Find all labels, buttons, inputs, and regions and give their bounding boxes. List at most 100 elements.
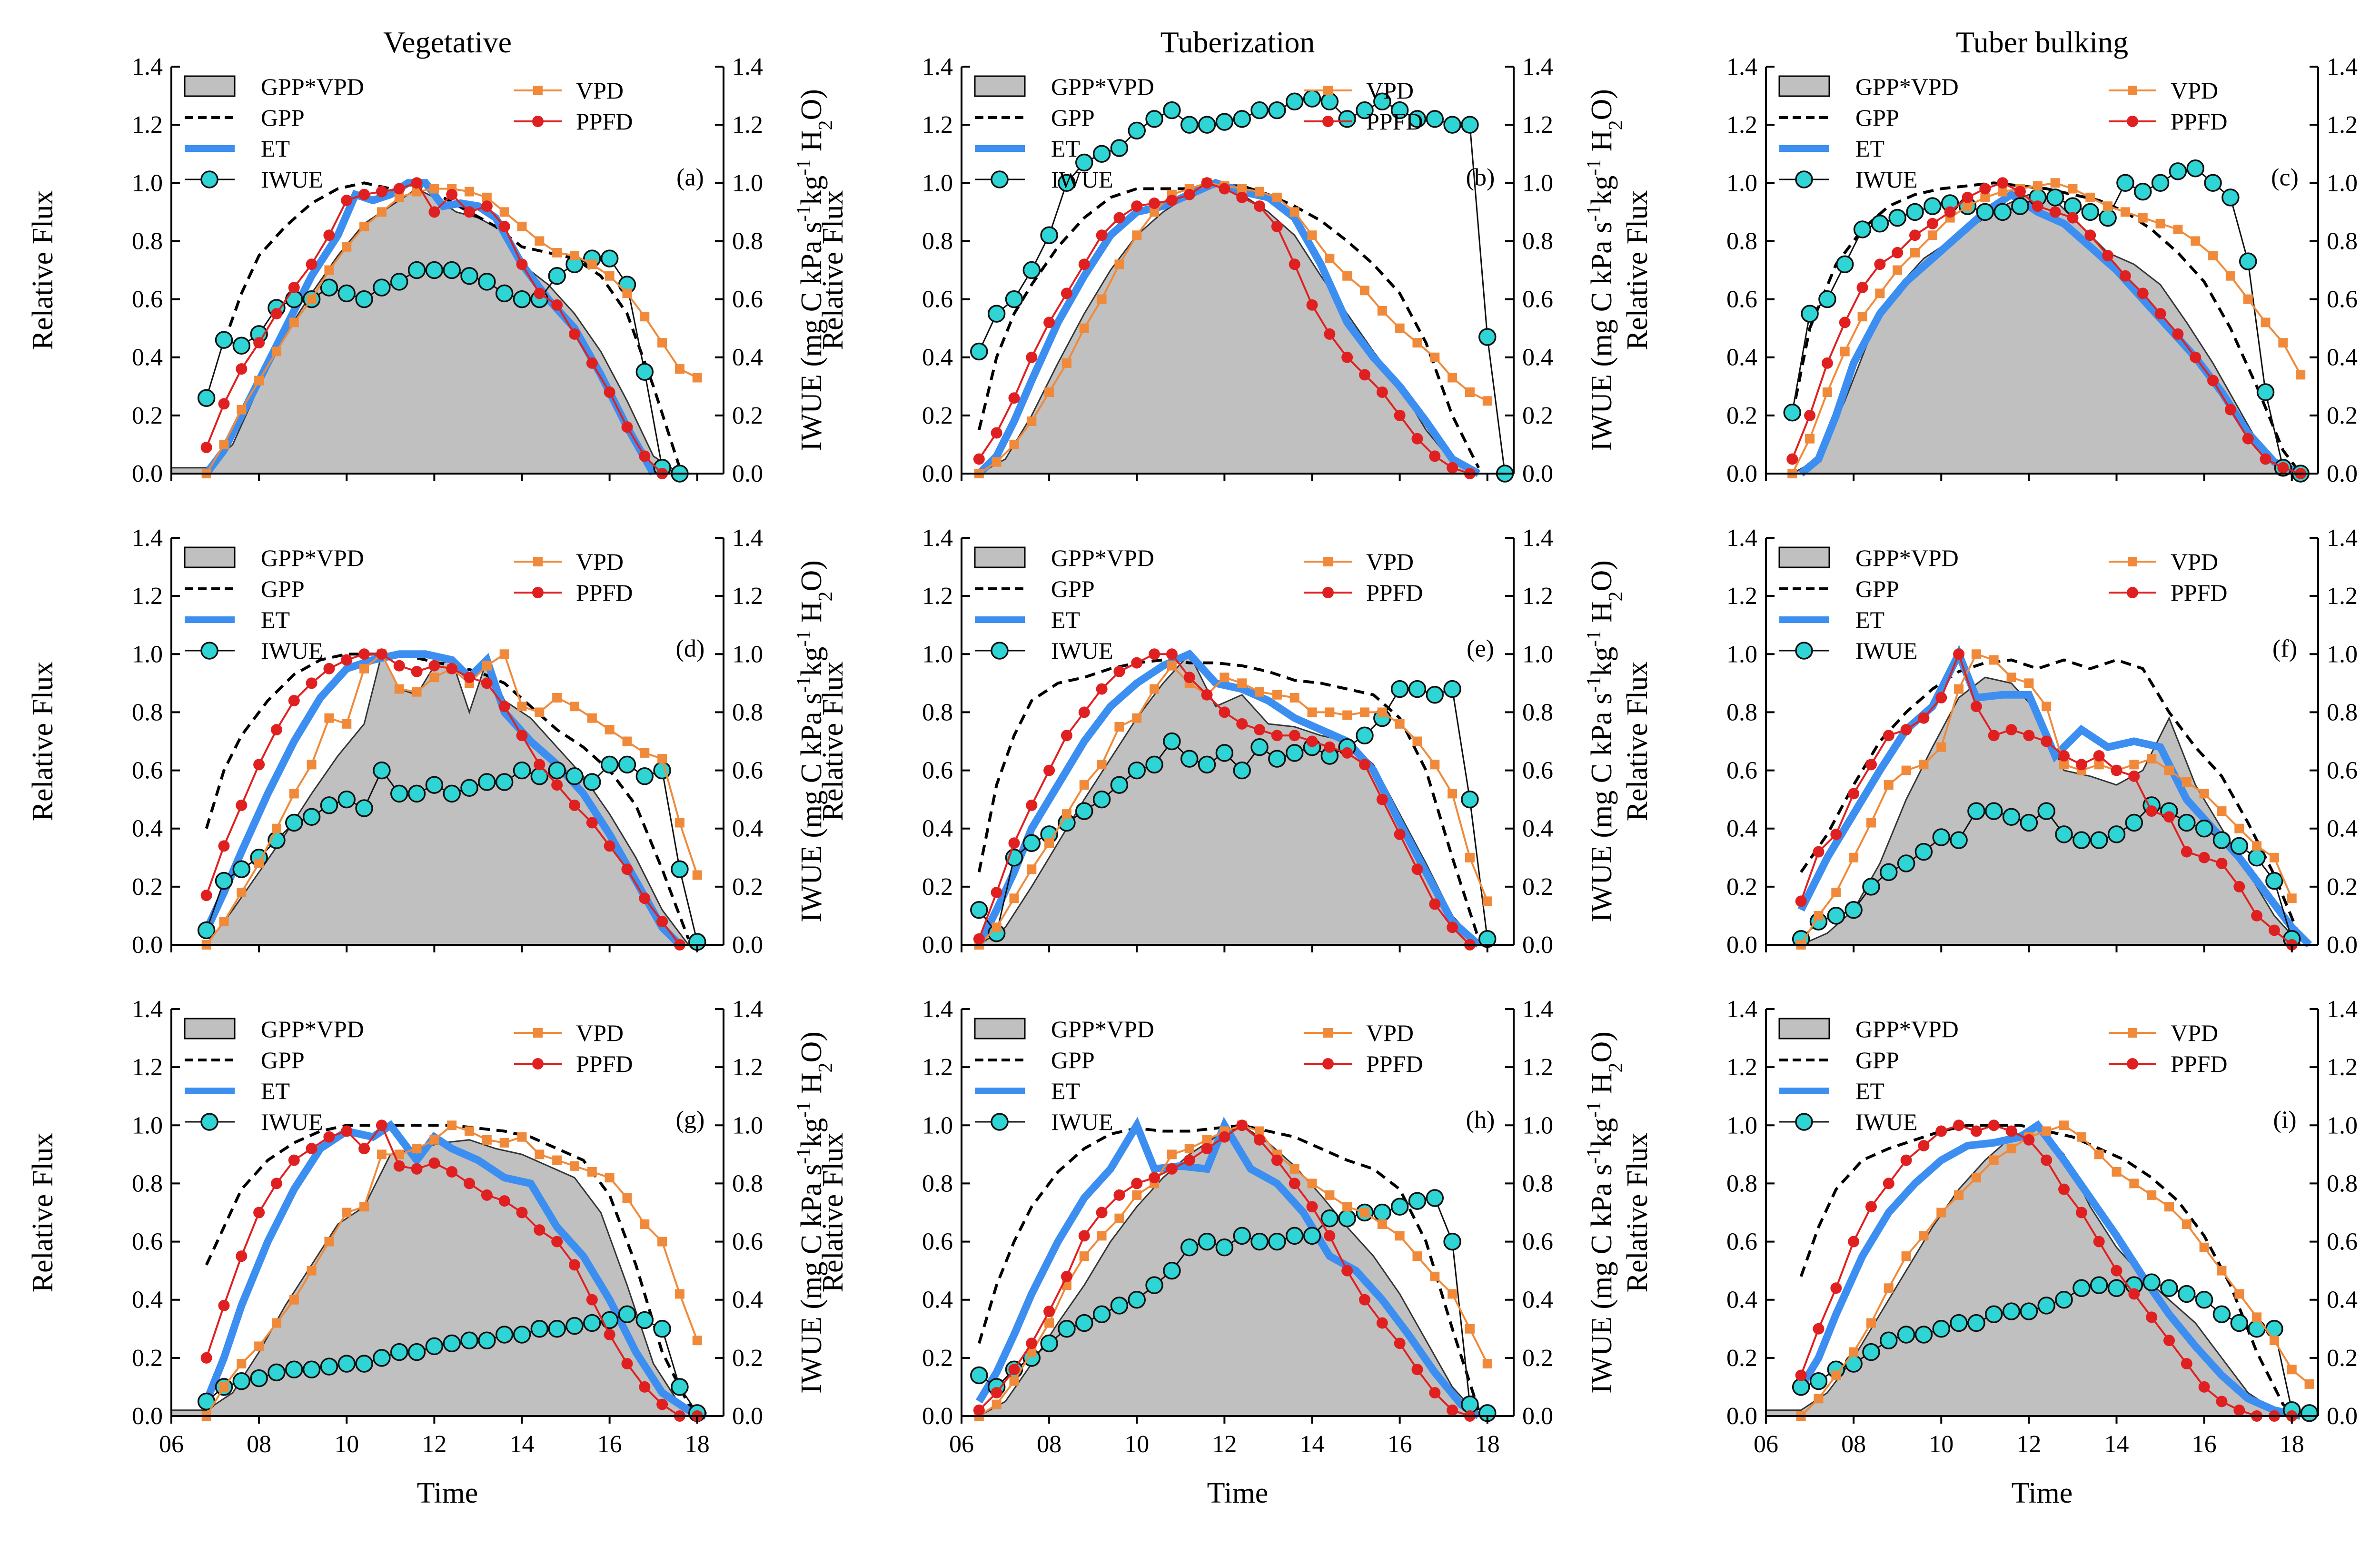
panel-letter: (c) [2271, 164, 2299, 191]
iwue-marker [1075, 802, 1093, 820]
ppfd-marker [1447, 921, 1458, 933]
ppfd-marker [2251, 910, 2263, 921]
y-tick-label-right: 0.8 [732, 228, 763, 255]
vpd-marker [1342, 271, 1352, 281]
vpd-marker [1814, 1394, 1824, 1404]
vpd-marker [359, 1202, 369, 1212]
legend-swatch-ppfd [532, 116, 544, 127]
iwue-marker [1827, 907, 1845, 925]
vpd-marker [2269, 852, 2279, 862]
y-tick-label: 1.0 [922, 1112, 953, 1139]
vpd-marker [1167, 661, 1177, 671]
ppfd-marker [1271, 730, 1283, 742]
ppfd-marker [393, 183, 405, 195]
y-tick-label-right: 0.2 [732, 1345, 763, 1372]
ppfd-marker [621, 421, 633, 433]
vpd-marker [324, 713, 334, 723]
iwue-marker [2002, 1302, 2021, 1320]
ppfd-marker [341, 194, 353, 206]
legend-label-area: GPP*VPD [261, 73, 364, 100]
legend-swatch-vpd [2128, 557, 2137, 566]
panel-a: Vegetative 0.0 0.0 0.2 0.2 0.4 0.4 0.6 0.6 0.8 0.8… [27, 25, 837, 487]
gpp-vpd-area [979, 1124, 1480, 1417]
ppfd-marker [1935, 1125, 1947, 1137]
vpd-marker [1430, 1271, 1440, 1281]
legend-label-area: GPP*VPD [1051, 73, 1154, 100]
vpd-marker [1044, 838, 1054, 848]
iwue-marker [1443, 1232, 1461, 1251]
vpd-marker [2278, 338, 2288, 348]
y-tick-label: 1.4 [1726, 996, 1757, 1023]
x-tick-label: 14 [2104, 1431, 2129, 1458]
legend-label-ppfd: PPFD [1366, 108, 1423, 135]
y-tick-label-right: 0.6 [1522, 286, 1553, 313]
iwue-marker [2204, 174, 2222, 192]
y-axis-title: Relative Flux [817, 662, 849, 822]
ppfd-marker [498, 1195, 510, 1207]
ppfd-marker [2102, 249, 2114, 261]
ppfd-marker [218, 1299, 230, 1311]
y-axis-title-right-part: kg [1586, 176, 1618, 205]
y-tick-label: 1.0 [1726, 1112, 1757, 1139]
vpd-marker [394, 684, 404, 694]
ppfd-marker [1043, 317, 1055, 328]
vpd-marker [2155, 218, 2165, 228]
vpd-marker [1901, 765, 1911, 775]
y-axis-title: Relative Flux [27, 190, 59, 350]
legend-label-vpd: VPD [2171, 1020, 2218, 1046]
iwue-marker [285, 290, 303, 308]
iwue-marker [1792, 1378, 1810, 1396]
y-tick-label: 0.0 [922, 460, 953, 487]
iwue-marker [2081, 203, 2100, 221]
iwue-marker [513, 290, 531, 308]
y-tick-label-right: 1.2 [732, 1054, 763, 1081]
y-tick-label-right: 1.0 [732, 1112, 763, 1139]
legend-label-gpp: GPP [1855, 575, 1899, 602]
y-tick-label: 0.4 [132, 344, 163, 371]
legend-label-et: ET [1051, 1078, 1080, 1104]
y-tick-label-right: 0.8 [2327, 699, 2358, 726]
ppfd-marker [1078, 258, 1090, 270]
panel-letter: (h) [1466, 1106, 1495, 1133]
iwue-marker [1058, 1320, 1076, 1338]
ppfd-marker [1341, 351, 1353, 363]
ppfd-marker [973, 453, 985, 465]
iwue-marker [2195, 819, 2213, 838]
iwue-marker [565, 1317, 584, 1335]
vpd-marker [1079, 1251, 1089, 1261]
vpd-marker [1325, 254, 1335, 264]
iwue-marker [618, 1305, 636, 1323]
iwue-marker [1075, 1314, 1093, 1332]
vpd-marker [1412, 736, 1422, 746]
y-tick-label: 1.2 [922, 1054, 953, 1081]
iwue-marker [285, 813, 303, 832]
ppfd-marker [534, 759, 545, 771]
y-tick-label-right: 0.0 [2327, 1403, 2358, 1430]
iwue-marker [2212, 1305, 2231, 1323]
vpd-marker [2076, 1132, 2086, 1142]
y-tick-label: 0.8 [922, 1170, 953, 1197]
vpd-marker [2182, 777, 2192, 787]
ppfd-marker [2233, 1404, 2245, 1416]
vpd-marker [2042, 1126, 2052, 1136]
x-tick-label: 10 [1929, 1431, 1954, 1458]
ppfd-marker [1254, 1134, 1266, 1146]
ppfd-marker [621, 1358, 633, 1370]
legend-label-iwue: IWUE [1855, 637, 1918, 664]
iwue-marker [197, 389, 216, 407]
legend-label-ppfd: PPFD [1366, 579, 1423, 606]
vpd-marker [2252, 841, 2262, 851]
y-tick-label-right: 0.0 [732, 460, 763, 487]
ppfd-marker [2032, 200, 2043, 212]
iwue-marker [1443, 116, 1461, 134]
legend-label-et: ET [1855, 606, 1884, 633]
vpd-marker [2138, 213, 2148, 223]
vpd-marker [657, 754, 667, 764]
iwue-marker [443, 261, 461, 279]
panel-letter: (a) [676, 164, 704, 191]
legend-swatch-area [1778, 546, 1830, 568]
iwue-marker [1058, 174, 1076, 192]
iwue-marker [1897, 854, 1915, 872]
legend-swatch-iwue [991, 642, 1009, 660]
y-tick-label: 0.4 [922, 815, 953, 842]
